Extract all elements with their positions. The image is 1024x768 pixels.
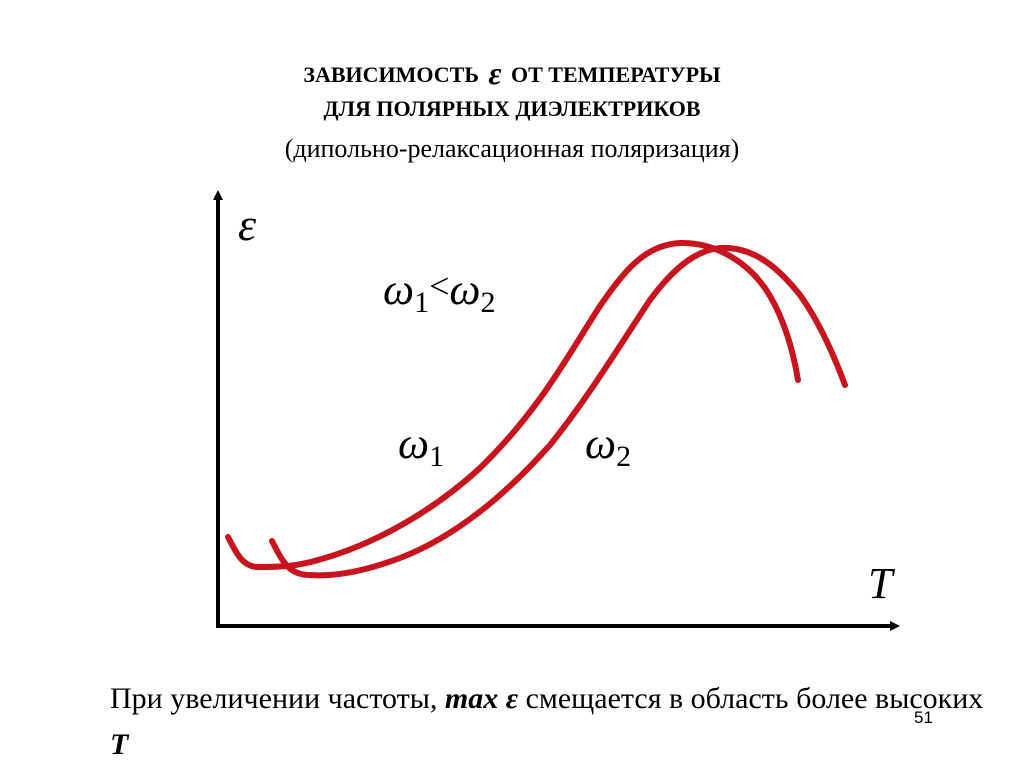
curve-omega-2 (269, 244, 848, 579)
title-line-1: ЗАВИСИМОСТЬ ε ОТ ТЕМПЕРАТУРЫ (0, 56, 1024, 92)
conclusion-part-2: смещается в область более высоких (518, 682, 984, 715)
slide-subtitle: (дипольно-релаксационная поляризация) (284, 134, 740, 163)
epsilon-symbol: ε (488, 55, 502, 91)
title-suffix: ОТ ТЕМПЕРАТУРЫ (511, 62, 721, 87)
y-axis-label: ε (238, 199, 257, 250)
frequency-relation-label: ω1<ω2 (383, 265, 495, 319)
curve-1-label: ω1 (398, 419, 444, 473)
x-axis-label: T (868, 559, 896, 608)
curve-omega-1 (225, 239, 801, 570)
title-prefix: ЗАВИСИМОСТЬ (303, 62, 479, 87)
title-line-2: ДЛЯ ПОЛЯРНЫХ ДИЭЛЕКТРИКОВ (323, 96, 701, 121)
conclusion-max-epsilon: max ε (444, 682, 519, 715)
conclusion-temperature: T (110, 728, 129, 761)
conclusion-text: При увеличении частоты, max ε смещается … (110, 676, 1000, 768)
curve-2-label: ω2 (585, 419, 631, 473)
slide-title: ЗАВИСИМОСТЬ ε ОТ ТЕМПЕРАТУРЫ ДЛЯ ПОЛЯРНЫ… (0, 56, 1024, 166)
slide-number: 51 (914, 708, 933, 727)
conclusion-part-1: При увеличении частоты, (110, 682, 445, 715)
